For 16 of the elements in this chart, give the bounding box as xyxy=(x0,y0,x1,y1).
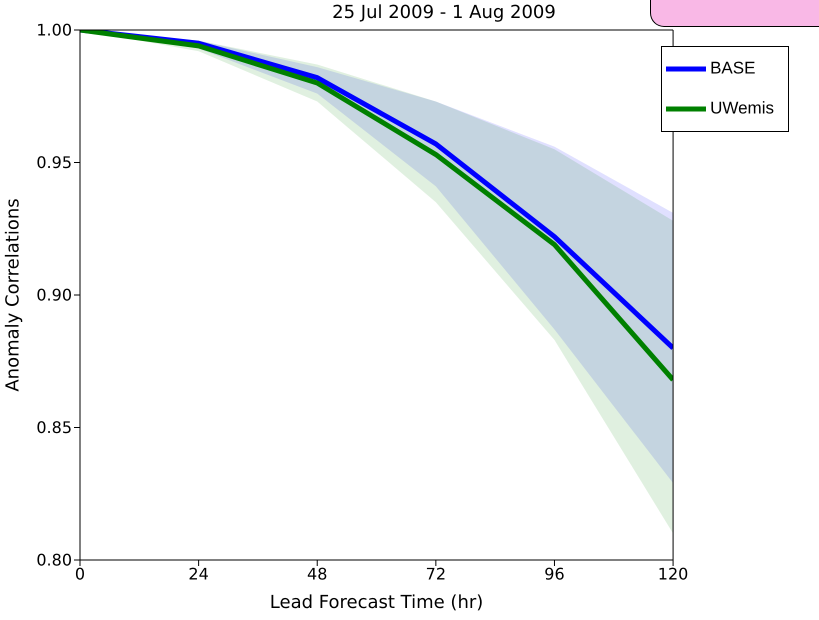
x-tick-label: 24 xyxy=(188,564,209,584)
legend-label: UWemis xyxy=(710,98,774,118)
x-tick-label: 96 xyxy=(544,564,565,584)
y-tick-label: 1.00 xyxy=(36,20,72,40)
x-axis-title: Lead Forecast Time (hr) xyxy=(270,592,484,613)
y-tick-label: 0.90 xyxy=(36,286,72,305)
x-tick-label: 48 xyxy=(307,564,328,584)
y-tick-label: 0.80 xyxy=(36,550,72,570)
chart-title: 25 Jul 2009 - 1 Aug 2009 xyxy=(331,2,557,23)
y-axis-title: Anomaly Correlations xyxy=(2,198,24,392)
y-tick-label: 0.95 xyxy=(36,153,72,172)
x-tick-label: 120 xyxy=(658,564,688,584)
y-tick-label: 0.85 xyxy=(36,418,72,438)
x-tick-label: 72 xyxy=(426,564,446,584)
legend-label: BASE xyxy=(710,58,756,78)
x-tick-label: 0 xyxy=(74,564,86,584)
